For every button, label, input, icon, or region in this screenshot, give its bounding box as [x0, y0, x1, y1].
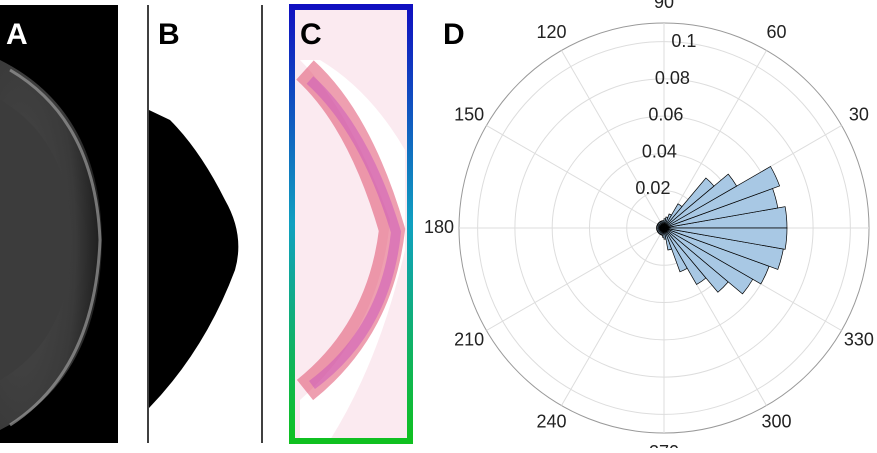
panel-label: B — [158, 18, 180, 51]
angle-tick-label: 270 — [649, 442, 679, 448]
angle-tick-label: 240 — [536, 412, 566, 432]
panel-label: A — [6, 18, 28, 51]
panel-a-image — [0, 5, 118, 443]
page: {"panels": ["A", "B", "C"], "chart_data"… — [0, 0, 877, 453]
angle-tick-label: 330 — [844, 329, 874, 349]
panel-b-mask — [149, 110, 238, 408]
r-tick-label: 0.04 — [642, 141, 677, 161]
r-tick-label: 0.1 — [671, 31, 696, 51]
angle-grid-line — [486, 126, 664, 229]
angle-tick-label: 30 — [849, 104, 869, 124]
angle-grid-line — [562, 50, 665, 228]
angle-grid-line — [486, 228, 664, 331]
panel-c-image — [292, 7, 410, 441]
figure: A B C D 0.020.040.060.080.10306090120150… — [0, 0, 877, 448]
r-tick-label: 0.02 — [635, 178, 670, 198]
angle-grid-line — [562, 228, 665, 406]
panel-label: C — [300, 18, 322, 51]
angle-tick-label: 60 — [766, 22, 786, 42]
angle-tick-label: 150 — [454, 104, 484, 124]
polar-chart: 0.020.040.060.080.1030609012015018021024… — [424, 0, 877, 448]
panel-label: D — [443, 18, 465, 51]
r-tick-label: 0.06 — [648, 105, 683, 125]
angle-tick-label: 300 — [761, 412, 791, 432]
angle-tick-label: 210 — [454, 329, 484, 349]
r-tick-label: 0.08 — [655, 68, 690, 88]
angle-tick-label: 90 — [654, 0, 674, 12]
angle-tick-label: 180 — [424, 217, 454, 237]
angle-tick-label: 120 — [536, 22, 566, 42]
